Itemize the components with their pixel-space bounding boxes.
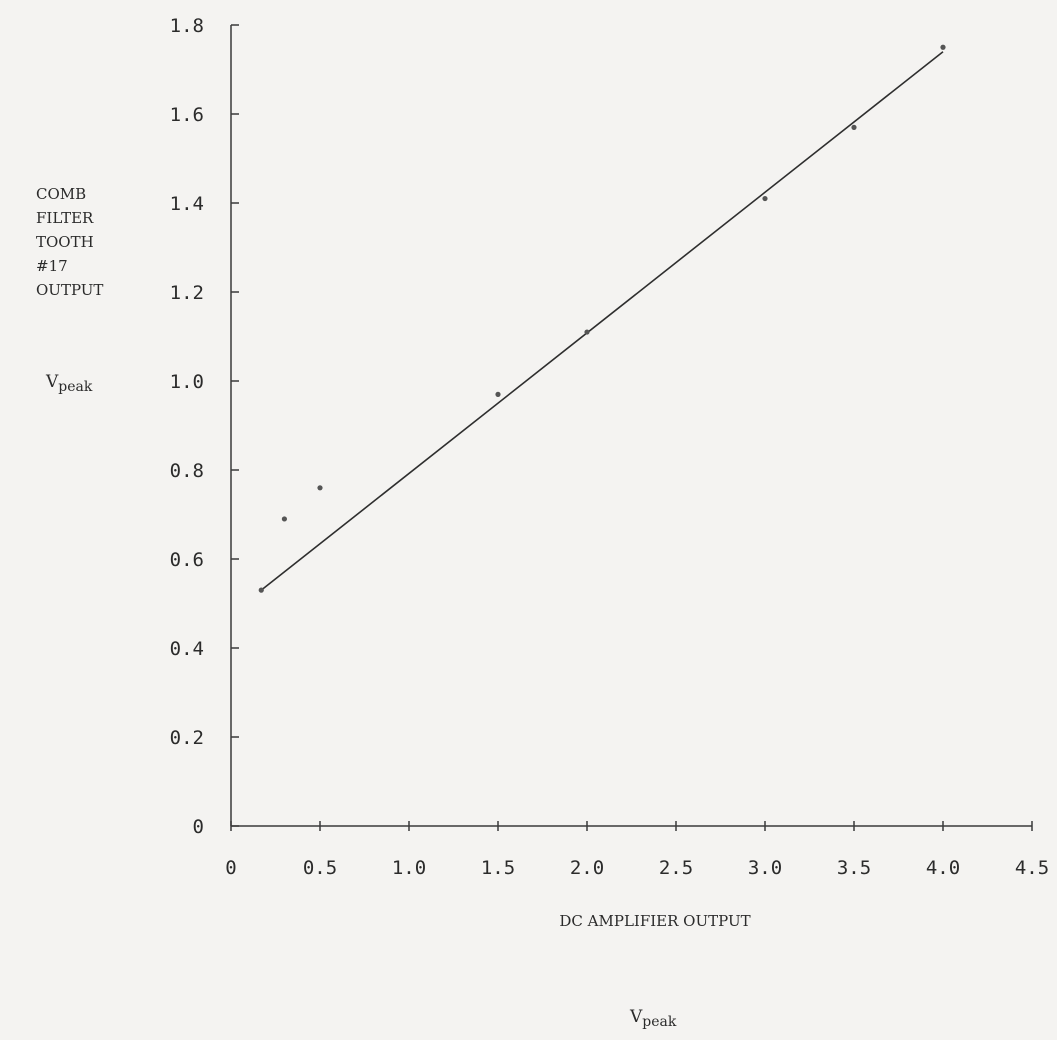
x-tick-label: 1.5 bbox=[481, 857, 515, 879]
y-tick-label: 0.4 bbox=[170, 638, 204, 660]
y-axis-label-line: #17 bbox=[36, 257, 68, 275]
y-unit-base: V bbox=[45, 372, 59, 392]
y-axis-label-line: OUTPUT bbox=[36, 281, 103, 299]
x-unit-sub: peak bbox=[642, 1014, 677, 1030]
y-tick-label: 0.6 bbox=[170, 549, 204, 571]
x-tick-label: 1.0 bbox=[392, 857, 426, 879]
x-unit-base: V bbox=[629, 1007, 643, 1027]
x-tick-label: 4.0 bbox=[926, 857, 960, 879]
y-unit-sub: peak bbox=[58, 379, 93, 395]
y-tick-label: 1.0 bbox=[170, 371, 204, 393]
x-tick-label: 2.5 bbox=[659, 857, 693, 879]
data-point bbox=[584, 329, 590, 335]
data-point bbox=[851, 124, 857, 130]
x-tick-label: 0 bbox=[225, 857, 236, 879]
x-tick-label: 4.5 bbox=[1015, 857, 1049, 879]
y-ticks: 0 0.2 0.4 0.6 0.8 1.0 1.2 1.4 1.6 1.8 bbox=[170, 15, 239, 838]
x-tick-label: 2.0 bbox=[570, 857, 604, 879]
x-tick-label: 3.5 bbox=[837, 857, 871, 879]
data-point bbox=[258, 587, 264, 593]
y-tick-label: 1.6 bbox=[170, 104, 204, 126]
data-point bbox=[940, 44, 946, 50]
y-axis-label-line: TOOTH bbox=[36, 233, 94, 251]
x-axis-label: DC AMPLIFIER OUTPUT bbox=[559, 912, 750, 930]
x-tick-label: 3.0 bbox=[748, 857, 782, 879]
data-point bbox=[281, 516, 287, 522]
fit-line bbox=[260, 51, 944, 591]
y-tick-label: 1.4 bbox=[170, 193, 204, 215]
y-tick-label: 0.2 bbox=[170, 727, 204, 749]
x-axis-unit: Vpeak bbox=[629, 1007, 677, 1030]
x-axis-label-group: DC AMPLIFIER OUTPUT Vpeak bbox=[559, 912, 750, 1030]
y-axis-unit: Vpeak bbox=[45, 372, 93, 395]
y-axis-label-line: COMB bbox=[36, 185, 86, 203]
fit-line-group bbox=[260, 51, 944, 591]
x-ticks: 0 0.5 1.0 1.5 2.0 2.5 3.0 3.5 4.0 4.5 bbox=[225, 821, 1049, 879]
y-tick-label: 1.2 bbox=[170, 282, 204, 304]
y-tick-label: 1.8 bbox=[170, 15, 204, 37]
axes bbox=[230, 25, 1032, 827]
y-axis-label: COMB FILTER TOOTH #17 OUTPUT Vpeak bbox=[36, 185, 103, 395]
data-point bbox=[762, 195, 768, 202]
y-axis-label-line: FILTER bbox=[36, 209, 94, 227]
y-tick-label: 0 bbox=[193, 816, 204, 838]
x-tick-label: 0.5 bbox=[303, 857, 337, 879]
data-points bbox=[258, 44, 946, 593]
data-point bbox=[495, 391, 501, 397]
y-tick-label: 0.8 bbox=[170, 460, 204, 482]
data-point bbox=[317, 485, 323, 491]
